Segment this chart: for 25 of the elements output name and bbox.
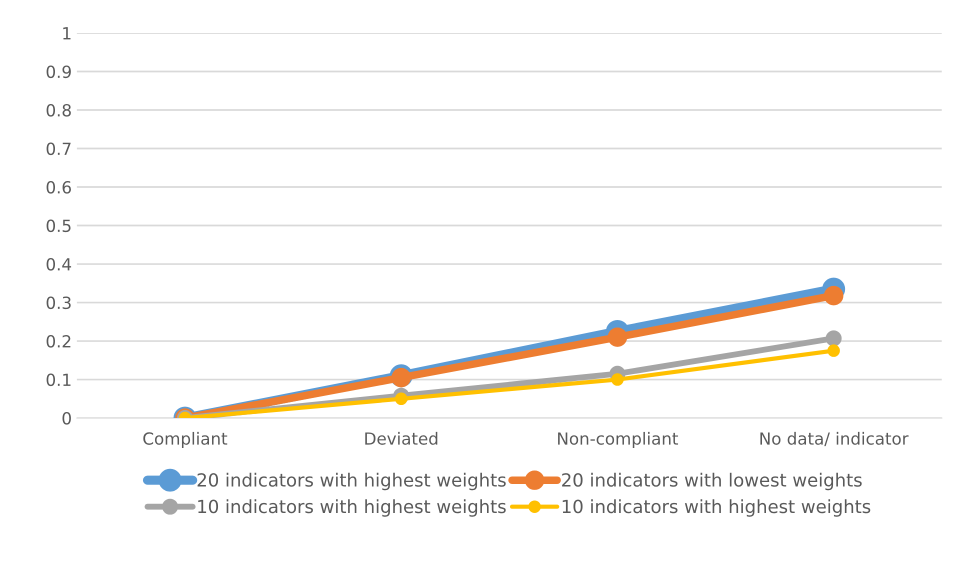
point	[826, 330, 842, 346]
x-tick-label: Compliant	[143, 432, 228, 448]
y-tick-label: 0.4	[46, 258, 72, 271]
legend-label: 20 indicators with highest weights	[198, 472, 506, 490]
legend-label: 20 indicators with lowest weights	[562, 472, 862, 490]
point	[611, 373, 624, 386]
y-tick-label: 0.9	[46, 65, 71, 78]
y-tick-label: 0.7	[46, 142, 71, 156]
y-tick-label: 0	[62, 412, 71, 425]
y-tick-label: 0.3	[46, 296, 71, 310]
x-tick-label: Deviated	[365, 432, 438, 445]
y-tick-label: 0.8	[46, 104, 71, 117]
point	[824, 286, 844, 306]
y-tick-label: 0.1	[46, 373, 70, 386]
point	[394, 392, 408, 406]
y-tick-label: 0.6	[46, 180, 71, 194]
x-tick-label: No data/ indicator	[760, 432, 909, 446]
point	[608, 327, 628, 347]
x-tick-label: Non-compliant	[558, 432, 678, 448]
point	[827, 344, 840, 357]
legend-label: 10 indicators with highest weights	[562, 499, 870, 517]
y-tick-label: 0.5	[46, 219, 71, 232]
y-tick-label: 0.2	[46, 334, 70, 348]
legend-label: 10 indicators with highest weights	[198, 499, 506, 517]
y-tick-label: 1	[63, 27, 70, 40]
